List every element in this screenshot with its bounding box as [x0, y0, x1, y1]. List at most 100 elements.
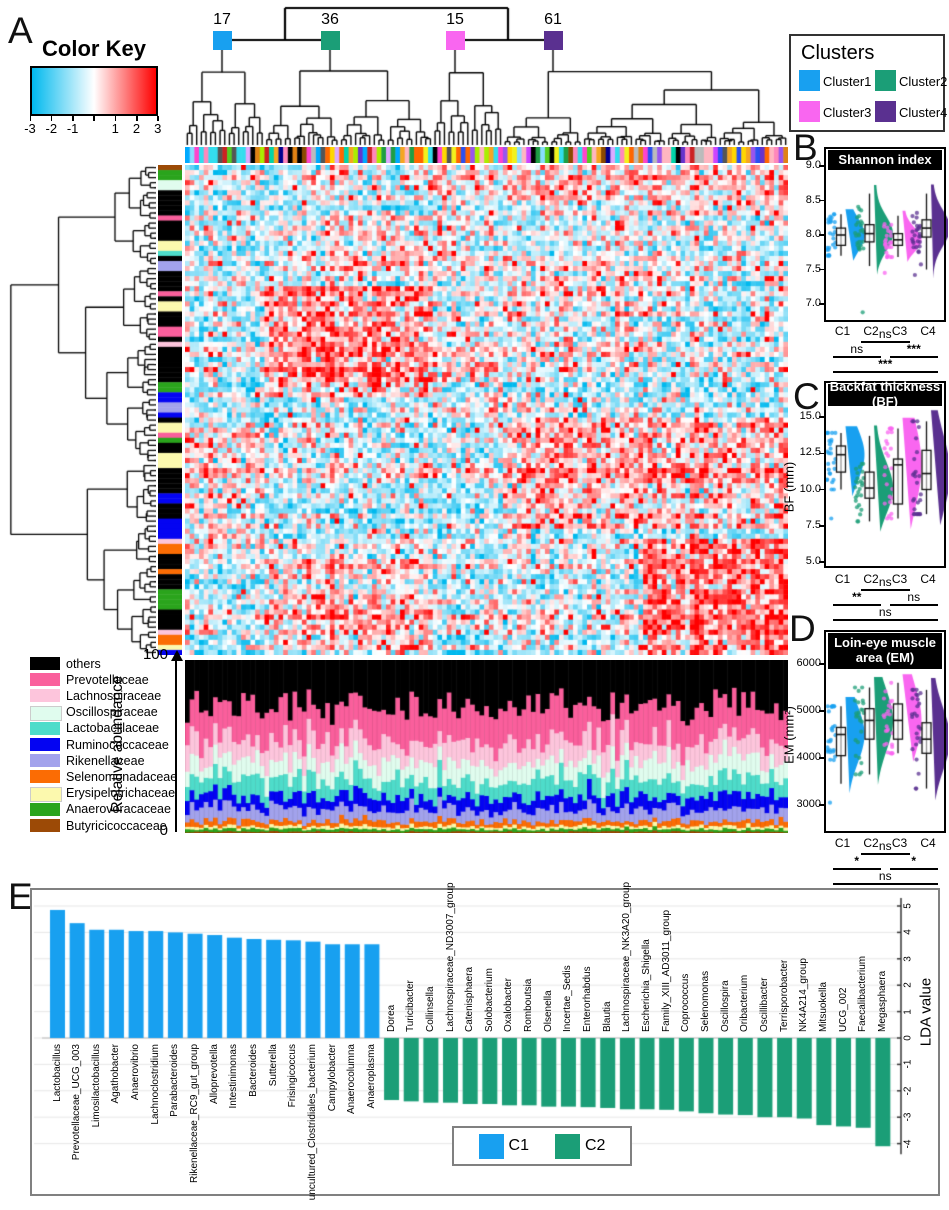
cluster-legend-label: Cluster1: [823, 74, 872, 89]
plot-xlabel: C1: [834, 836, 851, 850]
plot-ytick-mark: [819, 525, 824, 527]
significance-label: ns: [878, 605, 892, 619]
significance-label: ***: [878, 357, 893, 371]
taxa-legend-swatch: [30, 802, 60, 816]
plot-ytick-mark: [819, 452, 824, 454]
plot-ytick-mark: [819, 268, 824, 271]
plot-xlabel: C3: [891, 572, 908, 586]
taxa-legend-label: others: [66, 656, 101, 671]
significance-label: *: [911, 854, 917, 868]
plot-ytick-label: 8.0: [805, 228, 821, 240]
lda-bar-label-c1: Anaerovibrio: [130, 1044, 142, 1101]
lda-ytick-label: -4: [902, 1139, 914, 1149]
lda-bar-label-c2: Blautia: [601, 1001, 613, 1032]
significance-line: [861, 341, 910, 343]
plot-ytick-label: 3000: [796, 798, 821, 810]
color-key-tick-mark: [29, 116, 31, 121]
lda-bar-label-c1: Intestinimonas: [228, 1044, 240, 1109]
color-key-tick-mark: [72, 116, 74, 121]
lda-bar-label-c1: Alloprevotella: [208, 1044, 220, 1105]
taxa-legend-label: Anaerovoracaceae: [66, 802, 171, 817]
taxa-legend-swatch: [30, 721, 60, 735]
taxa-color-strip-canvas: [158, 165, 182, 655]
plot-ytick-label: 7.0: [805, 297, 821, 309]
lda-bar-label-c1: Sutterella: [267, 1044, 279, 1087]
plot-ytick-label: 6000: [796, 657, 821, 669]
lda-legend-item: C1: [478, 1133, 529, 1159]
lda-bar-label-c1: Agathobacter: [110, 1044, 122, 1104]
plot-xlabel: C4: [920, 572, 936, 586]
lda-bar-label-c2: Turicibacter: [405, 980, 417, 1032]
taxa-legend-label: Prevotellaceae: [66, 672, 149, 687]
taxa-legend-label: Rikenellaceae: [66, 753, 145, 768]
lda-legend-swatch: [478, 1133, 504, 1159]
color-key-tick-mark: [157, 116, 159, 121]
lda-bar-label-c2: Mitsuokella: [817, 981, 829, 1032]
lda-bar-label-c2: Terrisporobacter: [778, 959, 790, 1032]
taxa-legend-swatch: [30, 786, 62, 802]
plot-ytick-label: 5000: [796, 704, 821, 716]
lda-ytick-label: -1: [902, 1059, 914, 1069]
sample-dendrogram-canvas: [185, 0, 788, 146]
lda-legend-item: C2: [555, 1133, 606, 1159]
lda-bar-label-c2: Oribacterium: [739, 974, 751, 1032]
lda-legend: C1 C2: [452, 1126, 632, 1166]
plot-xlabel: C4: [920, 836, 936, 850]
panel-e-label: E: [8, 876, 33, 917]
lda-ytick-label: 3: [902, 956, 914, 962]
significance-line: [832, 356, 881, 358]
panel-c-label: C: [793, 376, 820, 417]
lda-bar-label-c2: UCG_002: [837, 987, 849, 1032]
plot-ytick-mark: [819, 710, 824, 712]
taxa-legend-label: Lachnospiraceae: [66, 688, 162, 703]
backfat-plot-title: Backfat thickness (BF): [828, 379, 942, 409]
color-key-tick-label: -2: [45, 121, 58, 136]
plot-ytick-label: 12.5: [799, 446, 821, 459]
lda-bar-label-c2: Collinsella: [424, 986, 436, 1032]
significance-label: **: [852, 590, 862, 604]
significance-label: ns: [878, 327, 892, 341]
lda-ytick-label: -2: [902, 1086, 914, 1096]
lda-bar-label-c2: Coprococcus: [680, 973, 692, 1032]
color-key-tick-label: 2: [132, 121, 141, 136]
significance-line: [889, 604, 938, 606]
cluster-count-label: 36: [321, 11, 339, 28]
taxa-legend-swatch: [30, 738, 60, 751]
lda-bar-label-c2: Family_XIII_AD3011_group: [660, 909, 672, 1032]
plot-xlabel: C2: [863, 324, 879, 338]
significance-line: [861, 589, 910, 591]
color-key-title: Color Key: [42, 36, 146, 61]
plot-xlabel: C4: [920, 324, 936, 338]
lda-bar-label-c1: Parabacteroides: [169, 1044, 181, 1117]
lda-bar-label-c2: Romboutsia: [523, 978, 535, 1032]
significance-line: [889, 868, 938, 870]
color-key-tick-label: -1: [66, 121, 79, 136]
panel-d-label: D: [789, 608, 816, 649]
plot-xlabel: C1: [834, 572, 851, 586]
sample-color-strip-canvas: [185, 147, 788, 163]
lda-bar-label-c2: Olsenella: [542, 990, 554, 1032]
cluster-count-label: 61: [544, 11, 562, 28]
lda-legend-swatch: [555, 1133, 580, 1159]
plot-ytick-mark: [819, 663, 824, 665]
lda-ytick-label: 5: [902, 903, 914, 909]
plot-ytick-label: 4000: [796, 751, 821, 763]
significance-label: ns: [907, 590, 921, 604]
abundance-axis-arrow-icon: [170, 650, 183, 661]
significance-line: [832, 371, 938, 373]
cluster-cut-square: [212, 31, 232, 50]
lda-legend-label: C2: [585, 1137, 606, 1154]
taxa-legend-swatch: [30, 705, 62, 721]
abundance-axis-min: 0: [159, 822, 168, 839]
cluster-cut-square: [543, 31, 563, 50]
clusters-legend: Clusters Cluster1 Cluster2 Cluster3 Cluster…: [789, 34, 947, 132]
color-key-tick-label: 3: [154, 121, 162, 136]
cluster-legend-swatch: [799, 70, 820, 91]
significance-label: ns: [850, 342, 864, 356]
plot-ytick-mark: [819, 488, 824, 491]
plot-ytick-mark: [819, 416, 824, 418]
plot-ytick-mark: [819, 561, 824, 563]
lda-bar-label-c1: Rikenellaceae_RC9_gut_group: [189, 1044, 201, 1183]
color-key-tick-label: -3: [24, 121, 36, 136]
